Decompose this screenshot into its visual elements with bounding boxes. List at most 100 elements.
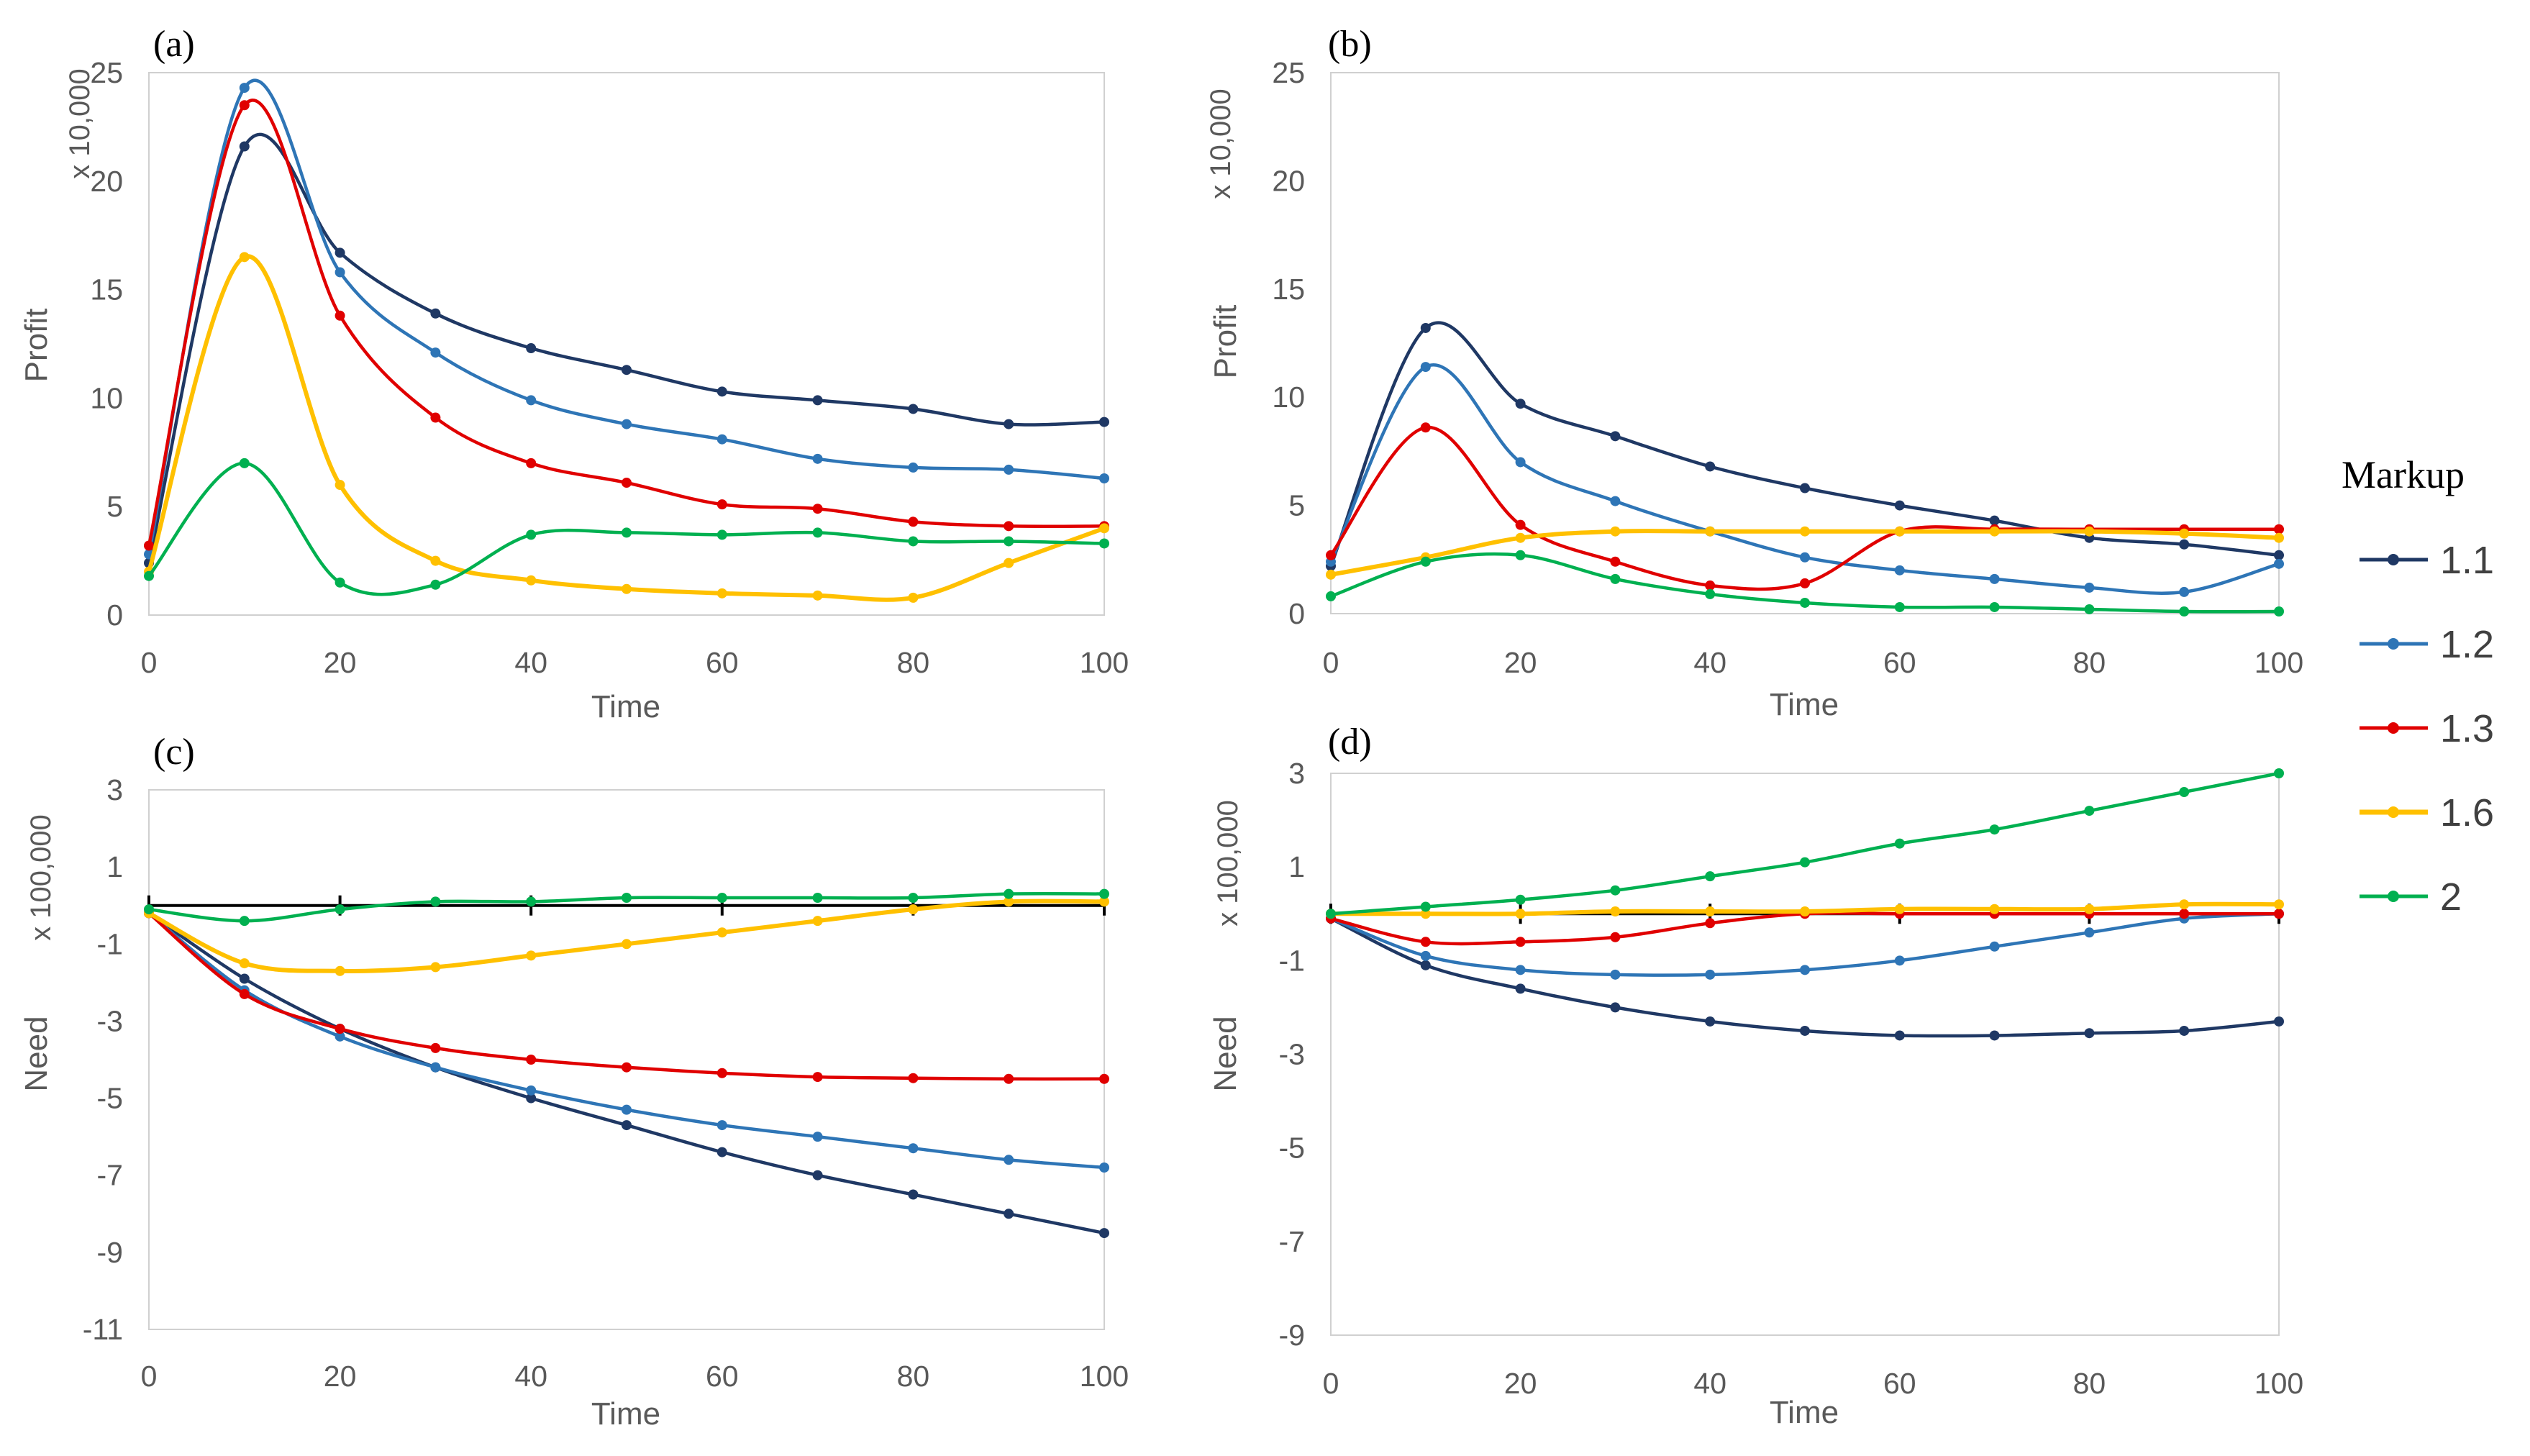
data-point-1-2-c <box>622 1104 632 1115</box>
data-point-1-2-d <box>1420 950 1431 961</box>
data-point-2-d <box>1705 871 1716 882</box>
data-point-2-a <box>716 529 727 540</box>
data-point-2-c <box>1004 888 1014 899</box>
legend-entry-2: 2 <box>2360 875 2462 919</box>
legend-swatch-marker <box>2388 806 2399 818</box>
data-point-1-3-d <box>1705 918 1716 929</box>
data-point-1-6-b <box>1894 526 1905 537</box>
data-point-2-c <box>430 896 441 907</box>
data-point-1-1-b <box>1610 431 1621 442</box>
data-point-1-1-a <box>1099 417 1109 427</box>
data-point-1-2-a <box>239 83 250 94</box>
data-point-1-2-b <box>1610 496 1621 506</box>
data-point-1-3-a <box>716 499 727 510</box>
data-point-1-2-b <box>1420 362 1431 373</box>
y-tick-label-d: 1 <box>1288 850 1305 883</box>
data-point-1-1-b <box>1894 500 1905 511</box>
data-point-1-2-b <box>1989 573 2000 584</box>
data-point-2-b <box>1894 601 1905 612</box>
data-point-2-b <box>1515 550 1526 560</box>
data-point-1-1-a <box>239 141 250 152</box>
data-point-1-1-d <box>1989 1030 2000 1041</box>
data-point-1-6-a <box>812 590 823 601</box>
y-tick-label-d: -1 <box>1279 944 1305 977</box>
data-point-1-2-c <box>526 1085 537 1096</box>
panel-label-b: (b) <box>1328 24 1372 65</box>
data-point-1-1-c <box>1099 1228 1109 1239</box>
y-axis-title-d: Need <box>1208 1016 1243 1091</box>
legend-entry-1-3: 1.3 <box>2360 707 2494 750</box>
data-point-1-6-c <box>812 916 823 927</box>
data-point-1-3-b <box>1800 578 1810 588</box>
series-1-2-a <box>144 78 1109 560</box>
data-point-1-2-b <box>1515 457 1526 468</box>
x-axis-title-d: Time <box>1770 1395 1839 1430</box>
data-point-1-6-d <box>2179 899 2190 910</box>
data-point-2-d <box>1610 885 1621 896</box>
x-tick-label-a: 100 <box>1080 646 1129 679</box>
panel-c: (c) x 100,000 Need Time -11-9-7-5-3-1130… <box>19 732 1129 1432</box>
data-point-1-6-b <box>1800 526 1810 537</box>
x-tick-label-b: 60 <box>1883 646 1916 679</box>
series-line-1-1-b <box>1329 321 2281 568</box>
data-point-2-c <box>239 916 250 927</box>
y-axis-title-b: Profit <box>1208 305 1243 379</box>
y-tick-label-b: 5 <box>1288 489 1305 522</box>
data-point-1-3-b <box>1515 519 1526 530</box>
data-point-1-1-a <box>335 247 345 258</box>
x-tick-label-b: 40 <box>1693 646 1726 679</box>
data-point-2-c <box>335 904 345 915</box>
data-point-1-1-c <box>716 1147 727 1157</box>
data-point-1-6-b <box>2179 528 2190 539</box>
series-line-1-1-d <box>1329 916 2281 1038</box>
y-tick-label-c: -9 <box>97 1236 123 1269</box>
data-point-1-6-b <box>2274 532 2284 543</box>
data-point-1-6-d <box>1705 906 1716 916</box>
scale-label-a: x 10,000 <box>64 68 96 178</box>
data-point-2-a <box>812 527 823 538</box>
data-point-1-3-b <box>2274 524 2284 534</box>
y-tick-label-a: 15 <box>90 273 123 306</box>
data-point-1-6-d <box>1800 906 1810 916</box>
panel-label-a: (a) <box>153 24 195 65</box>
data-point-2-d <box>2084 806 2095 816</box>
data-point-1-1-c <box>1004 1209 1014 1219</box>
legend-swatch-marker <box>2388 891 2399 902</box>
data-point-1-3-a <box>335 310 345 321</box>
data-point-1-1-b <box>1420 322 1431 333</box>
data-point-1-6-d <box>1610 906 1621 916</box>
data-point-1-6-b <box>1989 526 2000 537</box>
data-point-1-6-a <box>908 592 919 603</box>
data-point-2-b <box>2084 604 2095 614</box>
data-point-2-b <box>1800 597 1810 608</box>
data-point-1-1-d <box>1894 1030 1905 1041</box>
y-tick-label-c: 1 <box>106 850 123 883</box>
data-point-1-3-b <box>1705 580 1716 591</box>
data-point-1-6-d <box>1989 904 2000 914</box>
data-point-2-c <box>908 893 919 903</box>
data-point-1-6-a <box>1099 523 1109 534</box>
plot-area-a <box>148 72 1105 616</box>
data-point-2-d <box>1326 909 1336 919</box>
data-point-1-3-c <box>239 988 250 999</box>
legend-label: 1.2 <box>2440 623 2494 666</box>
data-point-1-1-c <box>526 1093 537 1104</box>
data-point-2-a <box>1004 536 1014 547</box>
data-point-1-6-c <box>1004 896 1014 907</box>
legend-label: 1.1 <box>2440 539 2494 582</box>
data-point-1-1-c <box>812 1170 823 1180</box>
data-point-1-3-d <box>1420 937 1431 947</box>
y-tick-label-a: 10 <box>90 381 123 414</box>
data-point-1-2-c <box>716 1120 727 1131</box>
data-point-1-1-b <box>2179 539 2190 550</box>
data-point-1-2-d <box>2084 927 2095 938</box>
data-point-1-6-c <box>622 939 632 950</box>
data-point-1-3-a <box>430 412 441 423</box>
y-tick-label-c: -11 <box>83 1313 123 1346</box>
data-point-1-2-c <box>335 1031 345 1042</box>
data-point-1-3-c <box>1099 1073 1109 1084</box>
data-point-2-a <box>526 529 537 540</box>
y-tick-label-d: 3 <box>1288 757 1305 790</box>
data-point-2-b <box>1420 556 1431 567</box>
